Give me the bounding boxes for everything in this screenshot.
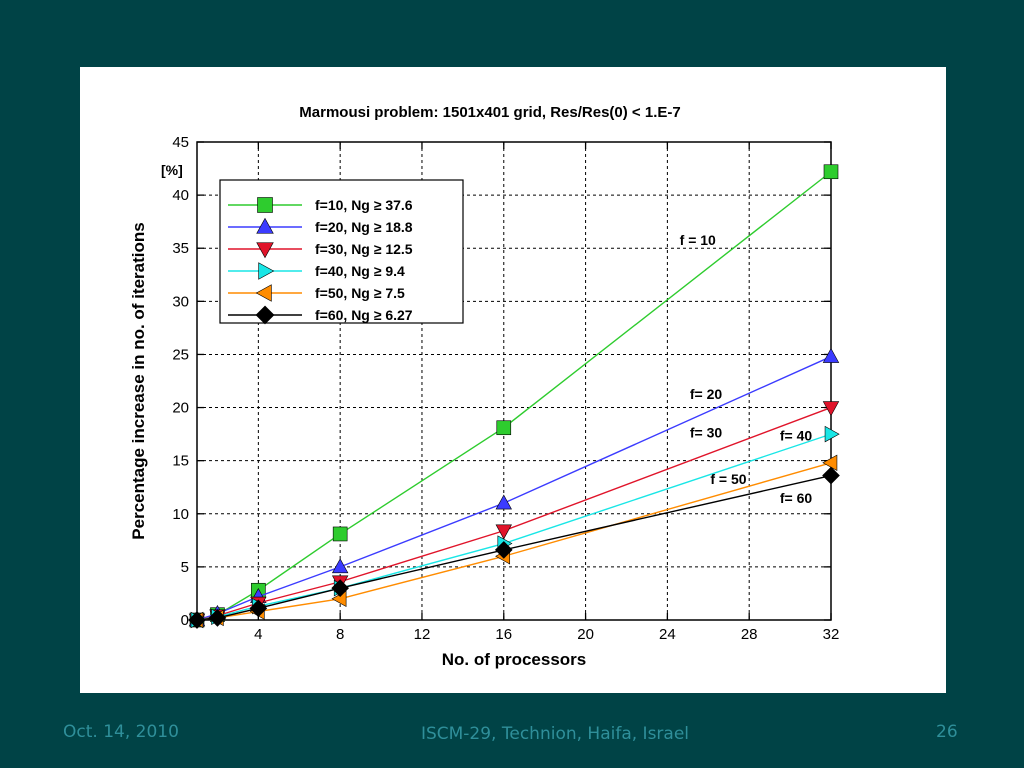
data-point	[496, 420, 512, 436]
series-2	[188, 347, 840, 627]
y-tick-label: 10	[172, 506, 189, 523]
data-point	[208, 609, 227, 627]
chart-title: Marmousi problem: 1501x401 grid, Res/Res…	[299, 104, 680, 121]
data-point	[822, 466, 840, 485]
legend-marker	[256, 217, 274, 234]
annotations: f = 10 f= 20 f= 30 f= 40 f = 50 f= 60	[680, 232, 813, 506]
series-annotation: f = 50	[710, 471, 746, 487]
legend-entry: f=50, Ng ≥ 7.5	[228, 284, 405, 302]
series-line	[196, 406, 832, 621]
legend-entry: f=10, Ng ≥ 37.6	[228, 197, 413, 213]
legend-marker	[256, 242, 274, 259]
data-point	[495, 494, 512, 510]
y-axis-unit: [%]	[161, 162, 183, 178]
series-line	[196, 355, 832, 621]
series-layer	[188, 164, 840, 629]
legend-label: f=10, Ng ≥ 37.6	[315, 197, 413, 213]
series-annotation: f= 40	[780, 427, 813, 443]
series-annotation: f= 60	[780, 490, 813, 506]
x-tick-label: 16	[495, 626, 512, 643]
y-tick-label: 45	[172, 134, 189, 151]
x-axis-label: No. of processors	[442, 650, 587, 669]
series-annotation: f= 20	[690, 386, 723, 402]
plot-frame	[196, 141, 832, 621]
footer-venue: ISCM-29, Technion, Haifa, Israel	[420, 724, 690, 744]
series-6	[188, 466, 840, 629]
y-tick-label: 25	[172, 346, 189, 363]
series-annotation: f = 10	[680, 232, 716, 248]
data-point	[331, 579, 349, 597]
data-point	[331, 558, 349, 574]
x-tick-label: 20	[577, 626, 594, 643]
series-3	[188, 401, 840, 629]
legend-entry: f=40, Ng ≥ 9.4	[228, 262, 405, 280]
y-tick-label: 40	[172, 187, 189, 204]
legend-marker	[257, 197, 273, 213]
legend-box	[219, 179, 464, 324]
data-point	[822, 454, 838, 471]
x-tick-label: 4	[254, 626, 262, 643]
y-axis: 0 5 10 15 20 25 30 35 40 45	[172, 134, 831, 629]
data-point	[495, 524, 512, 540]
chart-panel: Marmousi problem: 1501x401 grid, Res/Res…	[80, 67, 946, 693]
x-tick-label: 28	[741, 626, 758, 643]
legend-marker	[255, 305, 275, 325]
series-annotation: f= 30	[690, 424, 723, 440]
legend-marker	[255, 284, 272, 302]
data-point	[188, 611, 206, 629]
legend-marker	[258, 262, 275, 280]
legend-entry: f=30, Ng ≥ 12.5	[228, 241, 413, 259]
footer-date: Oct. 14, 2010	[63, 722, 179, 742]
y-axis-label: Percentage increase in no. of iterations	[129, 222, 148, 539]
page-number: 26	[936, 722, 958, 742]
x-tick-label: 24	[659, 626, 676, 643]
legend-label: f=50, Ng ≥ 7.5	[315, 285, 405, 301]
y-tick-label: 30	[172, 293, 189, 310]
line-chart: Marmousi problem: 1501x401 grid, Res/Res…	[129, 104, 840, 669]
legend-label: f=20, Ng ≥ 18.8	[315, 219, 413, 235]
x-tick-label: 12	[414, 626, 431, 643]
data-point	[249, 599, 268, 618]
data-point	[494, 541, 513, 559]
data-point	[822, 347, 840, 363]
data-point	[822, 401, 840, 417]
legend-entry: f=20, Ng ≥ 18.8	[228, 217, 413, 235]
y-tick-label: 15	[172, 453, 189, 470]
y-tick-label: 0	[181, 612, 189, 629]
data-point	[332, 526, 348, 542]
legend-label: f=60, Ng ≥ 6.27	[315, 307, 413, 323]
x-tick-label: 8	[336, 626, 344, 643]
legend-label: f=40, Ng ≥ 9.4	[315, 263, 405, 279]
x-axis: 4 8 12 16 20 24 28 32	[254, 142, 839, 643]
x-tick-label: 32	[823, 626, 840, 643]
data-point	[824, 425, 840, 443]
y-tick-label: 35	[172, 240, 189, 257]
legend-label: f=30, Ng ≥ 12.5	[315, 241, 413, 257]
legend: f=10, Ng ≥ 37.6 f=20, Ng ≥ 18.8 f=30, Ng ≥…	[219, 179, 464, 325]
y-tick-label: 5	[181, 559, 189, 576]
legend-entry: f=60, Ng ≥ 6.27	[228, 305, 413, 325]
y-tick-label: 20	[172, 400, 189, 417]
data-point	[823, 164, 839, 180]
